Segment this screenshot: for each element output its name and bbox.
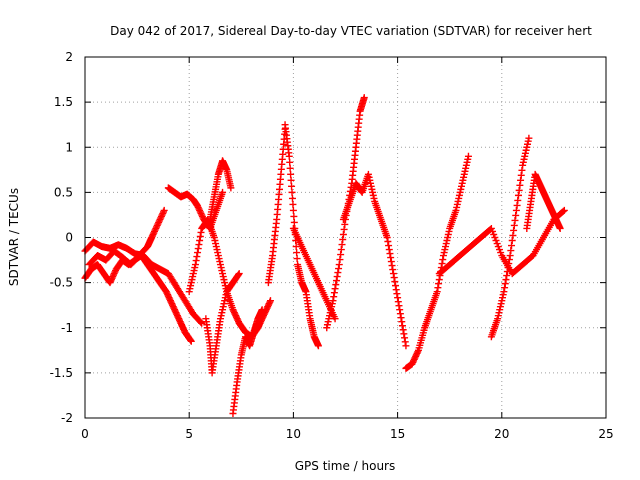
y-tick-label: 0 [65,231,73,245]
data-point [290,218,298,226]
data-point [314,342,322,350]
y-tick-label: -2 [61,411,73,425]
data-points [81,94,568,417]
data-point [258,306,266,314]
data-point [286,158,294,166]
series-sat-i [264,125,289,287]
data-point [293,255,301,263]
series-sat-b [81,238,206,327]
series-sat-g [202,270,243,377]
series-sat-m [339,170,410,350]
data-point [266,297,274,305]
series-sat-j [281,121,322,350]
series-sat-c [85,206,168,269]
series-sat-p [487,134,533,341]
x-tick-label: 0 [81,427,89,441]
data-point [402,342,410,350]
grid [85,57,606,418]
data-point [288,188,296,196]
data-point [289,200,297,208]
data-point [289,206,297,214]
series-sat-l [323,94,368,332]
y-tick-label: -0.5 [50,276,73,290]
data-point [559,207,567,215]
data-point [331,315,339,323]
series-sat-q [523,170,564,232]
x-axis-label: GPS time / hours [295,459,396,473]
data-point [464,152,472,160]
chart-title: Day 042 of 2017, Sidereal Day-to-day VTE… [110,24,592,38]
data-point [360,94,368,102]
data-point [227,184,235,192]
y-tick-label: -1 [61,321,73,335]
y-tick-label: 2 [65,50,73,64]
data-point [556,224,564,232]
data-point [198,319,206,327]
series-sat-h [229,306,266,417]
data-point [187,337,195,345]
data-point [293,249,301,257]
data-point [290,212,298,220]
data-point [235,270,243,278]
axis-ticks [84,56,607,419]
series-sat-d [164,184,227,232]
data-point [560,206,568,214]
y-tick-label: 1.5 [54,95,73,109]
series-sat-n [402,152,472,372]
y-tick-label: 1 [65,140,73,154]
data-point [286,164,294,172]
data-point [219,188,227,196]
series-sat-o [435,206,568,278]
data-point [288,194,296,202]
x-tick-label: 25 [598,427,613,441]
y-axis-label: SDTVAR / TECUs [7,188,21,286]
data-point [287,176,295,184]
series-sat-a [81,252,195,345]
data-point [160,206,168,214]
x-tick-label: 5 [185,427,193,441]
data-point [285,152,293,160]
y-tick-labels: -2 -1.5 -1 -0.5 0 0.5 1 1.5 2 [50,50,73,425]
x-tick-label: 20 [494,427,509,441]
y-tick-label: -1.5 [50,366,73,380]
series-sat-f [206,157,235,223]
x-tick-labels: 0 5 10 15 20 25 [81,427,613,441]
data-point [287,170,295,178]
data-point [525,134,533,142]
y-tick-label: 0.5 [54,185,73,199]
x-tick-label: 15 [390,427,405,441]
x-tick-label: 10 [286,427,301,441]
data-point [288,182,296,190]
